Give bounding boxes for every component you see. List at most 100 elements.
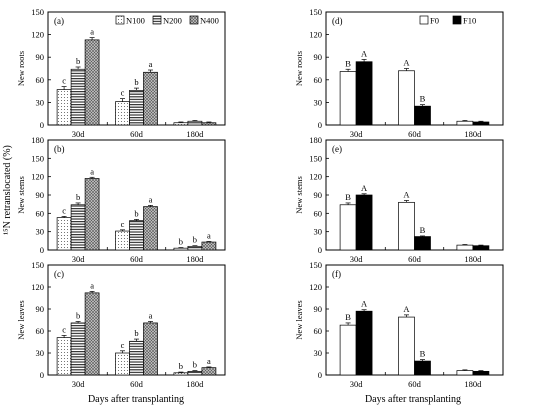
legend-swatch-n200 xyxy=(152,15,162,25)
significance-letter: a xyxy=(207,356,211,366)
x-tick-label: 30d xyxy=(350,379,364,389)
x-tick-label: 60d xyxy=(130,379,144,389)
bar-n400-180d xyxy=(201,367,217,376)
y-tick-label: 0 xyxy=(40,120,44,130)
significance-letter: a xyxy=(90,280,94,290)
legend-swatch-n400 xyxy=(189,15,199,25)
y-tick-label: 120 xyxy=(309,30,322,40)
bar-n400-60d xyxy=(143,71,158,126)
significance-letter: b xyxy=(134,208,138,218)
x-tick-label: 60d xyxy=(130,129,144,139)
significance-letter: b xyxy=(193,235,197,245)
significance-letter: B xyxy=(345,192,351,202)
y-tick-label: 120 xyxy=(31,172,44,182)
bar-f0-180d xyxy=(456,370,474,376)
y-axis-label: New roots xyxy=(16,51,26,86)
bar-n100-60d xyxy=(115,352,130,376)
bar-n400-30d xyxy=(84,292,100,376)
y-tick-label: 60 xyxy=(314,208,323,218)
x-tick-label: 180d xyxy=(464,379,482,389)
legend-label-f10: F10 xyxy=(463,16,476,26)
bar-f10-30d xyxy=(355,310,373,376)
bar-n400-60d xyxy=(143,322,158,376)
significance-letter: b xyxy=(179,361,183,371)
x-tick-label: 60d xyxy=(408,379,422,389)
bar-n400-180d xyxy=(201,241,217,251)
significance-letter: c xyxy=(121,340,125,350)
y-tick-label: 90 xyxy=(36,52,45,62)
y-tick-label: 150 xyxy=(31,153,44,163)
y-tick-label: 120 xyxy=(31,30,44,40)
y-tick-label: 30 xyxy=(36,348,45,358)
legend-swatch-n100 xyxy=(115,15,125,25)
y-tick-label: 0 xyxy=(318,245,322,255)
y-tick-label: 30 xyxy=(36,227,45,237)
significance-letter: b xyxy=(76,192,80,202)
bar-n200-60d xyxy=(129,340,144,376)
bar-n200-180d xyxy=(187,370,203,376)
significance-letter: A xyxy=(403,190,410,200)
bar-n100-180d xyxy=(173,372,189,376)
panel-tag: (d) xyxy=(332,16,343,26)
y-tick-label: 30 xyxy=(314,227,323,237)
y-tick-label: 30 xyxy=(314,97,323,107)
significance-letter: b xyxy=(134,328,138,338)
y-tick-label: 120 xyxy=(309,172,322,182)
bar-f0-60d xyxy=(398,316,415,376)
significance-letter: a xyxy=(90,27,94,37)
y-tick-label: 60 xyxy=(314,326,323,336)
bar-n200-30d xyxy=(70,322,86,376)
y-tick-label: 120 xyxy=(31,282,44,292)
significance-letter: c xyxy=(62,76,66,86)
x-tick-label: 180d xyxy=(464,129,482,139)
bar-f0-180d xyxy=(456,120,474,126)
bar-f10-60d xyxy=(414,236,431,251)
bar-n100-60d xyxy=(115,101,130,126)
y-tick-label: 150 xyxy=(309,260,322,270)
y-tick-label: 180 xyxy=(31,135,44,145)
significance-letter: c xyxy=(121,219,125,229)
significance-letter: A xyxy=(403,304,410,314)
bar-n200-30d xyxy=(70,204,86,251)
bar-n100-180d xyxy=(173,247,189,251)
x-tick-label: 60d xyxy=(408,254,422,264)
bar-n400-30d xyxy=(84,39,100,126)
y-axis-label: New stems xyxy=(294,176,304,214)
panel-e: 0 30 60 90 120 150 180 New stems (e) 30d 60d 180d B A… xyxy=(294,135,504,264)
panel-tag: (c) xyxy=(54,269,64,279)
significance-letter: a xyxy=(207,230,211,240)
y-tick-label: 150 xyxy=(309,153,322,163)
y-tick-label: 90 xyxy=(314,190,323,200)
y-tick-label: 180 xyxy=(309,135,322,145)
y-tick-label: 150 xyxy=(31,260,44,270)
y-tick-label: 90 xyxy=(36,304,45,314)
y-tick-label: 0 xyxy=(318,120,322,130)
y-tick-label: 30 xyxy=(314,348,323,358)
bar-n200-180d xyxy=(187,120,203,126)
bar-f10-30d xyxy=(355,194,373,251)
legend-label-n400: N400 xyxy=(200,16,219,26)
x-tick-label: 30d xyxy=(350,254,364,264)
significance-letter: a xyxy=(149,310,153,320)
y-tick-label: 90 xyxy=(314,304,323,314)
bar-f10-60d xyxy=(414,360,431,376)
y-tick-label: 90 xyxy=(36,190,45,200)
y-tick-label: 30 xyxy=(36,97,45,107)
significance-letter: c xyxy=(62,205,66,215)
y-tick-label: 60 xyxy=(36,326,45,336)
y-tick-label: 60 xyxy=(36,75,45,85)
x-tick-label: 180d xyxy=(186,254,204,264)
x-tick-label: 30d xyxy=(72,379,86,389)
panel-tag: (e) xyxy=(332,144,342,154)
bar-f0-180d xyxy=(456,244,474,251)
y-axis-label: New leaves xyxy=(294,300,304,339)
significance-letter: B xyxy=(345,58,351,68)
x-tick-label: 60d xyxy=(130,254,144,264)
x-tick-label: 180d xyxy=(464,254,482,264)
legend-label-f0: F0 xyxy=(430,16,439,26)
y-tick-label: 0 xyxy=(40,245,44,255)
